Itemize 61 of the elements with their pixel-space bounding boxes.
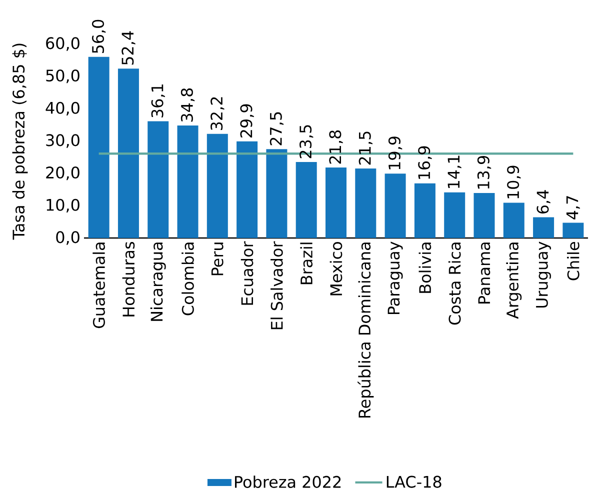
data-label: 27,5 (270, 112, 284, 146)
x-tick-label: Honduras (122, 242, 135, 316)
y-tick-label: 10,0 (46, 198, 80, 213)
bar (266, 149, 288, 238)
data-label: 23,5 (300, 125, 314, 158)
bar (355, 168, 376, 238)
bar (503, 202, 524, 238)
y-tick-label: 0,0 (56, 231, 80, 245)
y-tick-label: 30,0 (46, 134, 80, 148)
y-tick-label: 40,0 (46, 102, 80, 116)
legend-label: Pobreza 2022 (235, 476, 341, 488)
data-label: 34,8 (180, 88, 195, 122)
data-label: 13,9 (477, 156, 492, 189)
bar (206, 134, 228, 238)
y-axis-title: Tasa de pobreza (6,85 $) (12, 44, 28, 240)
x-tick-label: Paraguay (388, 242, 403, 314)
bar (236, 141, 258, 238)
x-tick-label: Costa Rica (448, 242, 461, 325)
bar (118, 68, 139, 238)
data-label: 32,2 (210, 97, 224, 130)
data-label: 6,4 (536, 190, 550, 214)
data-label: 21,8 (329, 130, 343, 164)
x-tick-label: República Dominicana (358, 242, 374, 418)
data-label: 21,5 (358, 132, 372, 165)
x-tick-label: Peru (211, 242, 224, 276)
data-label: 19,9 (388, 136, 402, 170)
y-tick-label: 20,0 (46, 166, 80, 180)
y-tick-label: 60,0 (46, 37, 80, 51)
bar (444, 192, 466, 238)
bar (474, 193, 495, 238)
x-tick-label: Bolivia (418, 242, 432, 293)
x-tick-label: Uruguay (536, 242, 551, 308)
bar (562, 222, 584, 238)
data-label: 10,9 (507, 166, 521, 198)
x-tick-label: El Salvador (270, 241, 283, 330)
data-label: 29,9 (240, 104, 254, 138)
data-label: 4,7 (566, 196, 580, 220)
x-tick-label: Nicaragua (150, 242, 166, 321)
bar (384, 174, 406, 238)
x-tick-label: Mexico (330, 242, 342, 296)
bar (88, 56, 110, 238)
data-label: 36,1 (151, 84, 165, 118)
x-tick-label: Brazil (300, 242, 313, 284)
x-tick-label: Chile (567, 242, 580, 280)
x-tick-label: Argentina (506, 242, 522, 319)
data-label: 52,4 (122, 31, 136, 65)
data-label: 14,1 (448, 156, 462, 188)
x-tick-label: Panama (478, 242, 490, 304)
x-tick-label: Guatemala (92, 242, 105, 328)
data-label: 16,9 (418, 146, 432, 179)
bar (148, 121, 169, 238)
legend-label: LAC-18 (386, 476, 442, 488)
bar (533, 217, 554, 238)
bar (296, 162, 317, 238)
x-tick-label: Ecuador (240, 241, 254, 305)
x-tick-label: Colombia (182, 242, 194, 316)
bar (414, 183, 436, 238)
y-tick-label: 50,0 (46, 69, 80, 84)
data-label: 56,0 (92, 20, 106, 53)
bar (177, 125, 198, 238)
bar (326, 168, 347, 238)
